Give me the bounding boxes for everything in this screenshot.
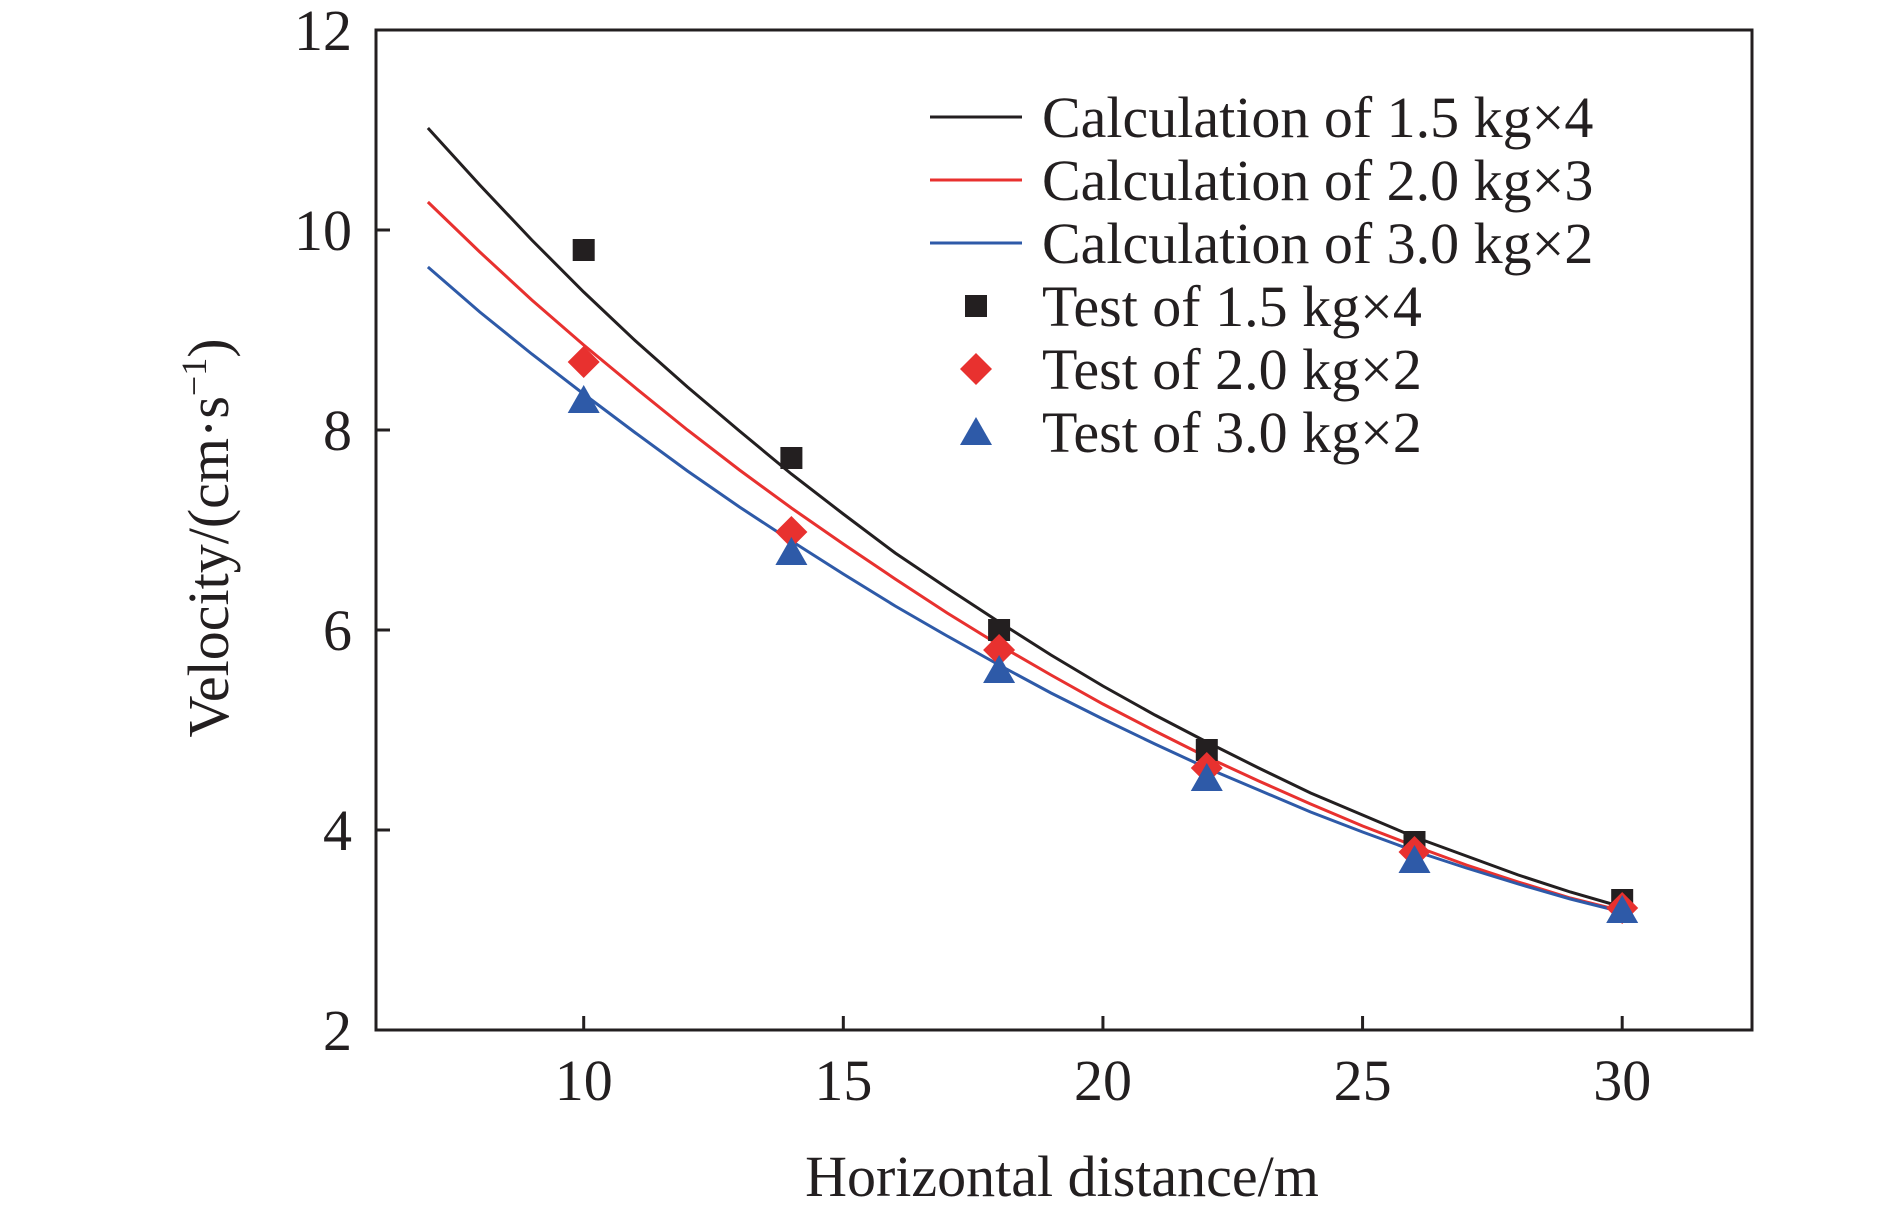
series-6-point-2 (775, 537, 808, 565)
y-tick-label-5: 10 (294, 198, 352, 263)
legend-label-4: Test of 1.5 kg×4 (1042, 274, 1422, 339)
x-tick-label-4: 25 (1334, 1048, 1392, 1113)
series-6-point-6 (1606, 895, 1639, 923)
x-tick-label-1: 10 (555, 1048, 613, 1113)
axes-layer: 10 15 20 25 30 2 4 6 8 10 12 (294, 0, 1754, 1113)
x-tick-label-5: 30 (1593, 1048, 1651, 1113)
legend-label-2: Calculation of 2.0 kg×3 (1042, 148, 1593, 213)
y-tick-label-3: 6 (323, 598, 352, 663)
legend-label-6: Test of 3.0 kg×2 (1042, 400, 1422, 465)
legend-swatch-6 (960, 417, 992, 445)
series-6-point-5 (1398, 845, 1431, 873)
series-4-point-3 (988, 619, 1011, 641)
series-4-point-2 (780, 447, 803, 469)
series-line-2 (426, 200, 1623, 913)
series-6-point-1 (567, 385, 600, 413)
legend-label-1: Calculation of 1.5 kg×4 (1042, 85, 1593, 150)
series-6-point-4 (1190, 763, 1223, 791)
legend-label-5: Test of 2.0 kg×2 (1042, 337, 1422, 402)
x-tick-label-2: 15 (814, 1048, 872, 1113)
series-5-point-1 (567, 346, 600, 378)
legend-swatch-5 (960, 353, 992, 385)
y-axis-title-close: ) (176, 338, 241, 357)
y-tick-label-6: 12 (294, 0, 352, 63)
legend-label-3: Calculation of 3.0 kg×2 (1042, 211, 1593, 276)
x-axis-title: Horizontal distance/m (805, 1144, 1319, 1209)
series-5-point-3 (983, 634, 1016, 666)
y-tick-label-4: 8 (323, 398, 352, 463)
y-axis-title-superscript: −1 (174, 358, 214, 396)
y-tick-label-2: 4 (323, 798, 352, 863)
y-axis-title: Velocity/(cm·s−1) (174, 338, 241, 737)
series-4-point-1 (572, 239, 595, 261)
series-layer (426, 126, 1639, 924)
y-tick-label-1: 2 (323, 998, 352, 1063)
series-5-point-2 (775, 516, 808, 548)
series-6-point-3 (983, 655, 1016, 683)
series-4-point-4 (1195, 739, 1218, 761)
x-tick-label-3: 20 (1074, 1048, 1132, 1113)
plot-frame (374, 28, 1754, 1032)
y-axis-title-main: Velocity/(cm·s (176, 396, 241, 737)
legend-swatch-4 (965, 295, 987, 317)
